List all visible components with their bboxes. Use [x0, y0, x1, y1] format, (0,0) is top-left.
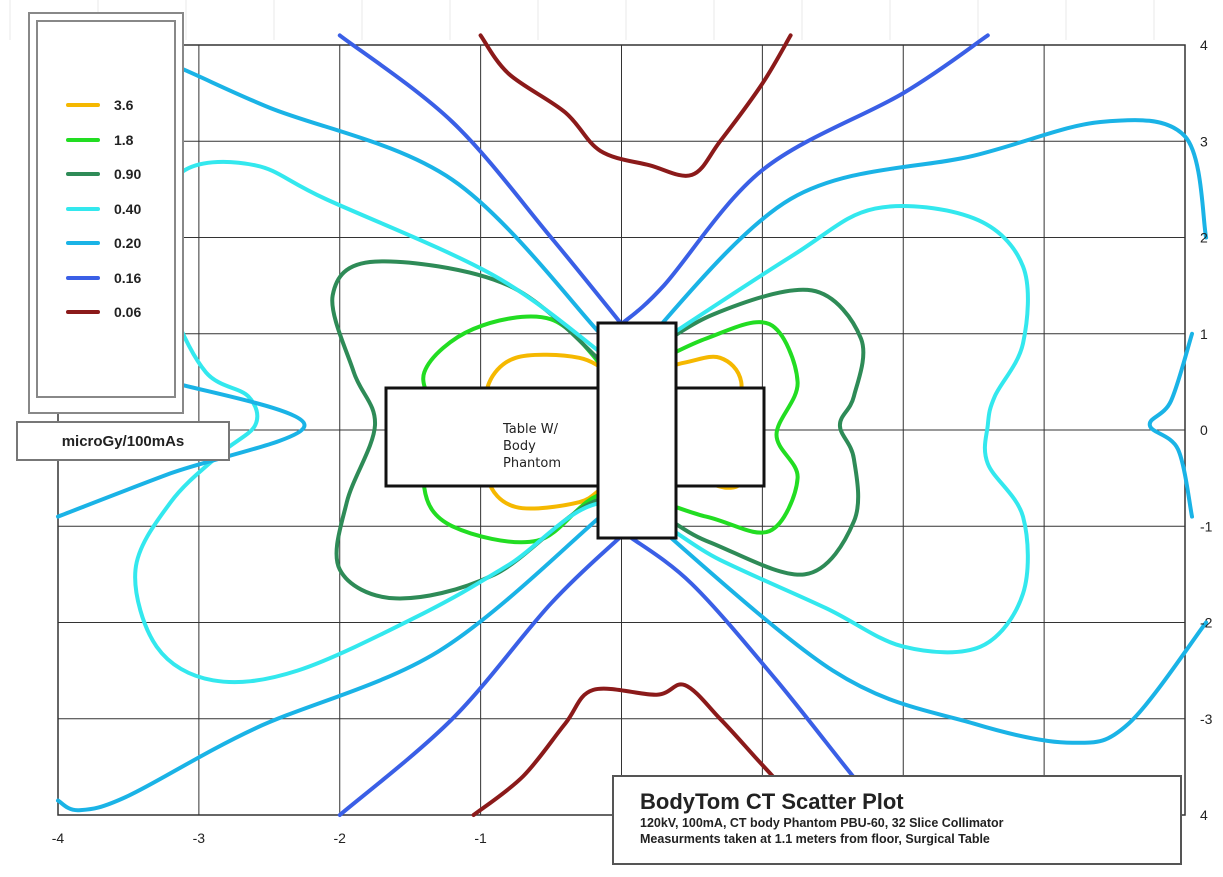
chart-subtitle-line-2: Measurments taken at 1.1 meters from flo…	[640, 832, 990, 846]
legend-swatch	[66, 206, 100, 211]
table-phantom-label: Table W/ Body Phantom	[503, 422, 561, 471]
legend-item: 0.16	[66, 268, 141, 288]
legend-swatch	[66, 137, 100, 142]
legend-label: 0.20	[114, 235, 142, 251]
legend-swatch	[66, 103, 100, 107]
chart-subtitle-line-1: 120kV, 100mA, CT body Phantom PBU-60, 32…	[640, 816, 1004, 830]
legend-item: 0.06	[66, 302, 141, 322]
series-line-0_20	[1147, 331, 1194, 519]
legend-swatch	[66, 172, 100, 176]
legend-item: 0.20	[66, 233, 141, 253]
series-line-0_06	[471, 682, 793, 817]
series-line-0_20	[633, 505, 1209, 745]
legend-item: 1.8	[66, 130, 133, 150]
series-line-0_16	[619, 33, 990, 327]
table-phantom-shapes	[384, 321, 766, 540]
legend-swatch	[66, 310, 100, 314]
legend-swatch	[66, 241, 100, 245]
legend-outer-frame	[28, 12, 184, 414]
tick-labels: -4 -3 -2 -1 4 3 2 1 0 -1 -2 -3 4	[52, 37, 1213, 846]
x-tick-label: -4	[52, 830, 65, 846]
chart-title-box: BodyTom CT Scatter Plot 120kV, 100mA, CT…	[612, 775, 1182, 865]
legend-label: 0.90	[114, 166, 142, 182]
y-tick-label: 4	[1200, 37, 1208, 53]
y-tick-label: 1	[1200, 326, 1208, 342]
gantry-rect	[596, 321, 678, 540]
unit-label: microGy/100mAs	[16, 421, 230, 461]
chart-title: BodyTom CT Scatter Plot	[640, 789, 904, 814]
legend-label: 0.40	[114, 200, 142, 217]
surgical-table-rect	[384, 386, 766, 488]
x-tick-label: -2	[334, 830, 347, 846]
legend-label: 1.8	[114, 131, 134, 148]
y-tick-label: -1	[1200, 518, 1213, 534]
legend-item: 0.40	[66, 199, 141, 219]
legend-item: 3.6	[66, 95, 133, 115]
x-tick-label: -3	[193, 830, 206, 846]
series-line-0_16	[337, 533, 624, 817]
legend-inner-frame	[36, 20, 176, 398]
y-tick-label: -3	[1200, 711, 1213, 727]
series-line-0_20	[633, 118, 1209, 355]
y-tick-label: 4	[1200, 807, 1208, 823]
contour-lines	[56, 33, 1209, 817]
y-tick-label: 3	[1200, 133, 1208, 149]
y-tick-label: 2	[1200, 230, 1208, 246]
series-line-0_06	[478, 33, 793, 178]
x-tick-label: -1	[474, 830, 487, 846]
legend-label: 0.06	[114, 304, 142, 320]
y-tick-label: 0	[1200, 422, 1208, 438]
legend-item: 0.90	[66, 164, 141, 184]
legend-label: 3.6	[114, 97, 134, 113]
series-line-0_16	[337, 33, 624, 327]
y-tick-label: -2	[1200, 615, 1213, 631]
series-line-0_20	[56, 514, 603, 813]
legend-swatch	[66, 275, 100, 280]
legend-label: 0.16	[114, 269, 142, 286]
